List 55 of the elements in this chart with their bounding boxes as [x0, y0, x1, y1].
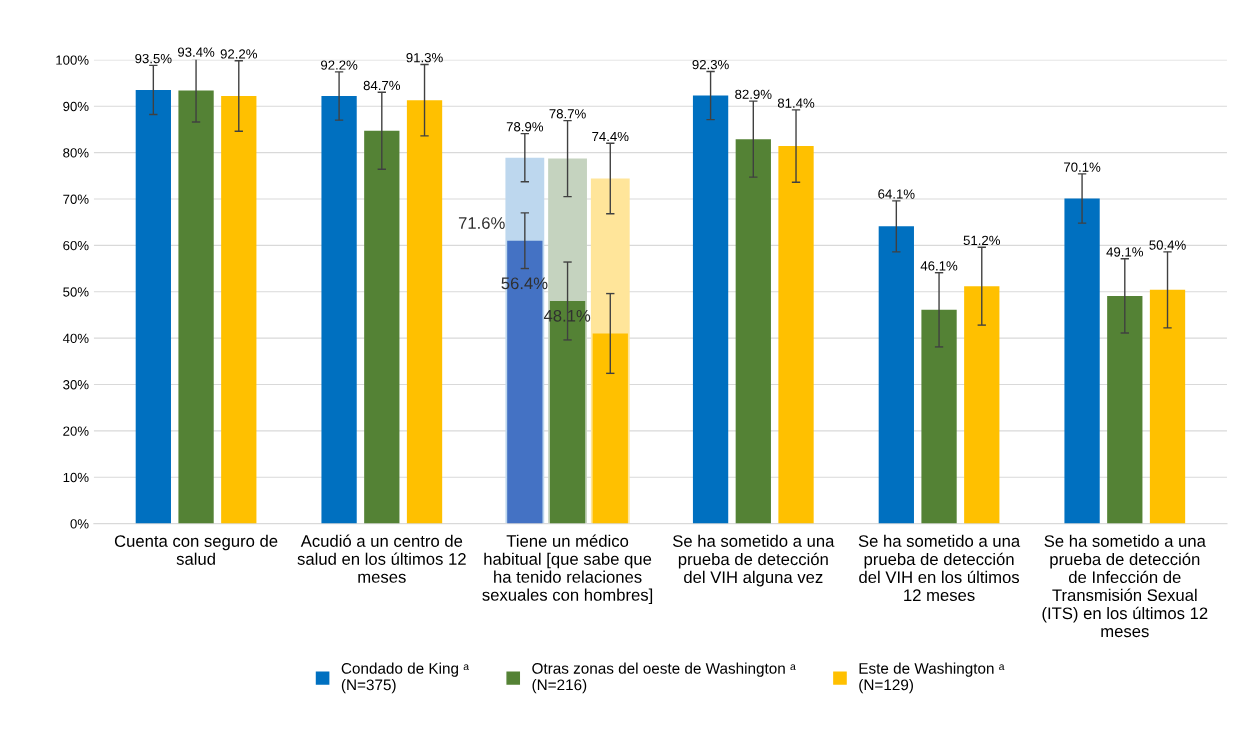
bar	[406, 100, 443, 524]
bar	[592, 333, 628, 524]
y-tick-label: 100%	[56, 55, 89, 65]
data-label: 93.5%	[135, 53, 172, 64]
data-label: 74.4%	[592, 131, 629, 142]
bar	[364, 130, 400, 524]
y-tick-label: 40%	[62, 333, 89, 344]
x-tick-label: Se ha sometido a una prueba de detección del VIH alguna vez	[672, 534, 835, 587]
data-label: 93.4%	[177, 47, 215, 57]
legend-label: Este de Washington ᵃ (N=129)	[859, 662, 1005, 694]
data-label: 50.4%	[1149, 240, 1186, 250]
data-label: 92.2%	[321, 60, 358, 70]
y-tick-label: 50%	[63, 287, 89, 297]
y-tick-label: 70%	[63, 194, 89, 204]
data-label: 81.4%	[777, 98, 815, 108]
x-tick-label: Se ha sometido a una prueba de detección de Infección de Transmisión Sexual (ITS) en los últimos 12 meses	[1042, 534, 1208, 638]
y-tick-label: 20%	[63, 426, 89, 436]
legend-label: Otras zonas del oeste de Washington ᵃ (N=216)	[532, 662, 796, 694]
y-tick-label: 10%	[63, 472, 89, 483]
data-label: 78.7%	[549, 109, 586, 119]
data-label: 64.1%	[878, 189, 915, 199]
y-tick-label: 60%	[63, 240, 89, 251]
data-label: 70.1%	[1064, 162, 1101, 172]
bar	[735, 139, 771, 524]
bar	[178, 90, 214, 524]
bar	[221, 96, 257, 524]
bar	[778, 146, 814, 524]
legend-label: Condado de King ᵃ (N=375)	[341, 662, 470, 694]
bar	[135, 89, 171, 524]
data-label: 84.7%	[363, 80, 401, 91]
data-label: 51.2%	[963, 235, 1001, 246]
y-tick-label: 80%	[63, 148, 89, 158]
y-tick-label: 0%	[70, 519, 89, 529]
data-label: 49.1%	[1106, 247, 1144, 257]
bar	[921, 309, 957, 524]
data-label: 91.3%	[406, 52, 443, 63]
bar	[878, 226, 914, 524]
bar	[321, 96, 357, 524]
bar	[1107, 295, 1143, 524]
data-label: 82.9%	[735, 89, 772, 99]
bar	[1064, 198, 1100, 524]
data-label: 46.1%	[920, 261, 958, 271]
y-tick-label: 30%	[63, 380, 89, 390]
data-label: 92.3%	[692, 59, 729, 70]
annotation: 71.6%	[458, 217, 505, 229]
x-tick-label: Tiene un médico habitual [que sabe que ha tenido relaciones sexuales con hombres]	[482, 534, 653, 605]
x-tick-label: Acudió a un centro de salud en los últimos 12 meses	[297, 534, 466, 583]
data-label: 78.9%	[506, 122, 544, 132]
x-tick-label: Cuenta con seguro de salud	[114, 534, 278, 565]
bar	[964, 286, 1000, 524]
x-tick-label: Se ha sometido a una prueba de detección del VIH en los últimos 12 meses	[858, 534, 1021, 602]
bar	[692, 95, 729, 524]
data-label: 92.2%	[220, 49, 258, 59]
bar	[1149, 289, 1186, 524]
y-tick-label: 90%	[63, 101, 89, 112]
